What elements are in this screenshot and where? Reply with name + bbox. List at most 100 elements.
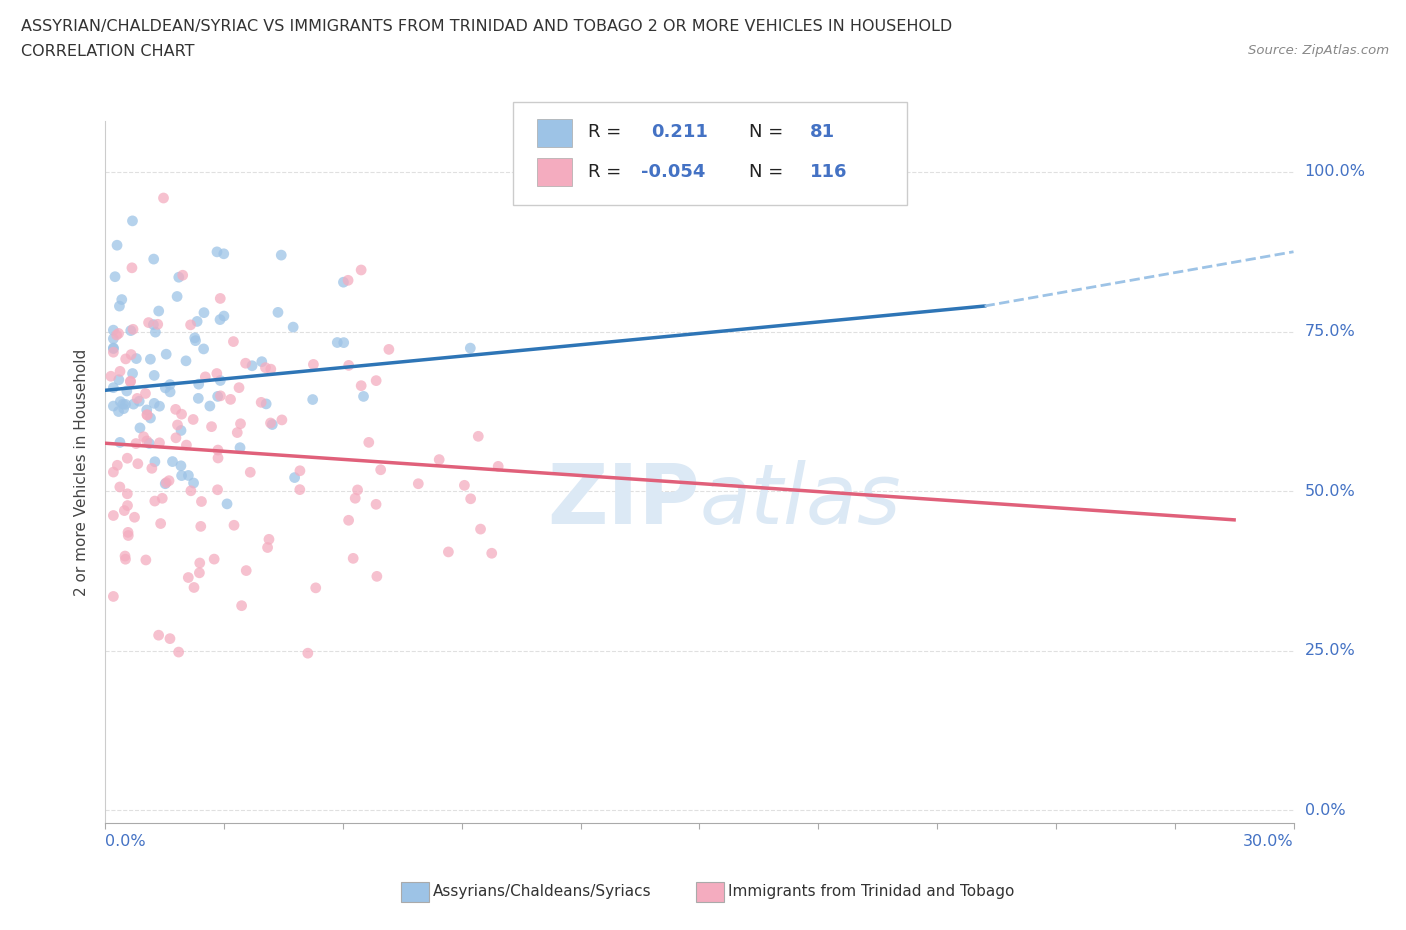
Point [162,454,184,469]
Point [122,397,145,412]
Point [114,549,136,564]
Point [141,461,163,476]
Point [136,407,159,422]
Point [149,516,172,531]
Point [364,497,387,512]
Point [257,532,280,547]
Point [146,317,169,332]
Point [108,435,131,450]
Point [138,436,160,451]
Point [143,454,166,469]
Point [346,483,368,498]
Point [267,305,290,320]
Point [378,342,401,357]
Point [103,380,125,395]
Point [235,564,257,578]
Point [112,503,135,518]
Point [120,374,142,389]
Point [170,458,193,473]
Point [205,245,228,259]
Text: N =: N = [749,163,783,181]
Point [256,540,278,555]
Point [172,268,194,283]
Point [437,544,460,559]
Point [114,551,136,566]
Point [219,392,242,406]
Point [209,389,232,404]
Point [186,314,208,329]
Point [353,389,375,404]
Point [190,519,212,534]
Point [342,551,364,565]
Point [103,340,125,355]
Point [117,525,139,539]
Point [170,423,193,438]
Point [453,478,475,493]
Point [167,644,190,659]
Point [235,356,257,371]
Point [222,518,245,533]
Point [183,580,205,595]
Point [180,317,202,332]
Point [110,394,132,409]
Point [357,435,380,450]
Point [207,443,229,458]
Text: 30.0%: 30.0% [1243,834,1294,849]
Point [177,468,200,483]
Point [332,274,354,289]
Point [302,357,325,372]
Point [157,473,180,488]
Point [228,380,250,395]
Point [207,450,229,465]
Point [121,260,143,275]
Point [138,315,160,330]
Point [152,191,174,206]
Point [350,379,373,393]
Point [239,465,262,480]
Point [159,378,181,392]
Text: 81: 81 [810,123,835,141]
Point [174,353,197,368]
Point [207,389,229,404]
Point [254,360,277,375]
Point [155,475,177,490]
Point [260,362,283,377]
Point [165,431,187,445]
Point [170,406,193,421]
Point [467,429,489,444]
Text: R =: R = [588,123,621,141]
Point [107,404,129,418]
Point [193,305,215,320]
Point [103,465,125,480]
Point [460,491,482,506]
Point [212,309,235,324]
Point [155,347,177,362]
Text: atlas: atlas [700,459,901,540]
Text: 116: 116 [810,163,848,181]
Point [117,528,139,543]
Point [143,396,166,411]
Point [270,413,292,428]
Point [148,435,170,450]
Point [125,436,148,451]
Text: -0.054: -0.054 [641,163,706,181]
Point [135,552,157,567]
Point [115,383,138,398]
Point [103,589,125,604]
Point [326,335,349,350]
Point [250,395,273,410]
Point [370,462,392,477]
Point [250,354,273,369]
Point [135,403,157,418]
Point [165,402,187,417]
Point [460,340,482,355]
Point [114,397,136,412]
Point [301,392,323,407]
Point [337,272,360,287]
Text: 0.0%: 0.0% [1305,803,1346,817]
Point [121,214,143,229]
Point [297,645,319,660]
Point [200,419,222,434]
Text: 25.0%: 25.0% [1305,644,1355,658]
Point [129,420,152,435]
